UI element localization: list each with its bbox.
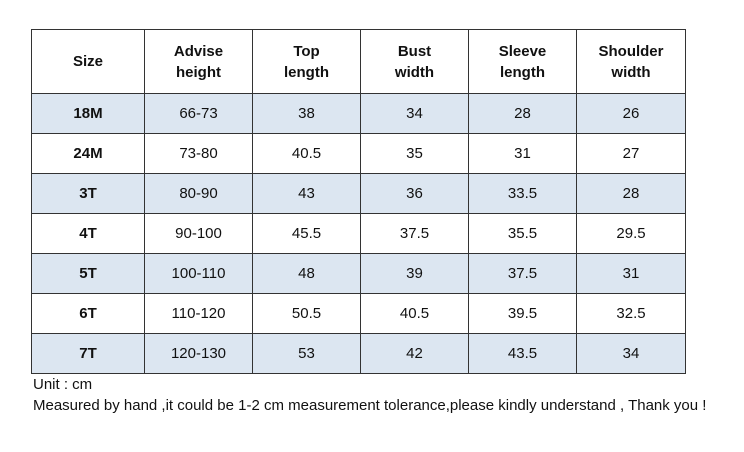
header-advise-height: Advise height xyxy=(144,29,253,94)
shoulder-width-cell: 31 xyxy=(576,253,686,294)
size-cell: 18M xyxy=(31,93,145,134)
bust-width-cell: 35 xyxy=(360,133,469,174)
size-cell: 7T xyxy=(31,333,145,374)
size-cell: 5T xyxy=(31,253,145,294)
shoulder-width-cell: 32.5 xyxy=(576,293,686,334)
size-cell: 3T xyxy=(31,173,145,214)
advise-height-cell: 120-130 xyxy=(144,333,253,374)
sleeve-length-cell: 39.5 xyxy=(468,293,577,334)
table-row: 24M 73-80 40.5 35 31 27 xyxy=(31,133,686,174)
sleeve-length-cell: 33.5 xyxy=(468,173,577,214)
table-row: 7T 120-130 53 42 43.5 34 xyxy=(31,333,686,374)
advise-height-cell: 110-120 xyxy=(144,293,253,334)
sleeve-length-cell: 35.5 xyxy=(468,213,577,254)
table-row: 18M 66-73 38 34 28 26 xyxy=(31,93,686,134)
shoulder-width-cell: 34 xyxy=(576,333,686,374)
header-top-length: Top length xyxy=(252,29,361,94)
shoulder-width-cell: 27 xyxy=(576,133,686,174)
advise-height-cell: 100-110 xyxy=(144,253,253,294)
size-cell: 6T xyxy=(31,293,145,334)
size-chart-table: Size Advise height Top length Bust width… xyxy=(31,29,686,374)
shoulder-width-cell: 29.5 xyxy=(576,213,686,254)
shoulder-width-cell: 26 xyxy=(576,93,686,134)
top-length-cell: 40.5 xyxy=(252,133,361,174)
top-length-cell: 53 xyxy=(252,333,361,374)
unit-note: Unit : cm xyxy=(33,376,93,393)
bust-width-cell: 40.5 xyxy=(360,293,469,334)
sleeve-length-cell: 43.5 xyxy=(468,333,577,374)
header-size: Size xyxy=(31,29,145,94)
sleeve-length-cell: 37.5 xyxy=(468,253,577,294)
notes: Unit : cm Measured by hand ,it could be … xyxy=(33,374,706,416)
size-cell: 4T xyxy=(31,213,145,254)
shoulder-width-cell: 28 xyxy=(576,173,686,214)
bust-width-cell: 39 xyxy=(360,253,469,294)
bust-width-cell: 34 xyxy=(360,93,469,134)
size-cell: 24M xyxy=(31,133,145,174)
advise-height-cell: 66-73 xyxy=(144,93,253,134)
advise-height-cell: 73-80 xyxy=(144,133,253,174)
header-shoulder-width: Shoulder width xyxy=(576,29,686,94)
table-row: 6T 110-120 50.5 40.5 39.5 32.5 xyxy=(31,293,686,334)
advise-height-cell: 80-90 xyxy=(144,173,253,214)
top-length-cell: 50.5 xyxy=(252,293,361,334)
top-length-cell: 38 xyxy=(252,93,361,134)
header-row: Size Advise height Top length Bust width… xyxy=(31,29,686,94)
table-row: 5T 100-110 48 39 37.5 31 xyxy=(31,253,686,294)
table-row: 3T 80-90 43 36 33.5 28 xyxy=(31,173,686,214)
header-bust-width: Bust width xyxy=(360,29,469,94)
advise-height-cell: 90-100 xyxy=(144,213,253,254)
bust-width-cell: 42 xyxy=(360,333,469,374)
top-length-cell: 45.5 xyxy=(252,213,361,254)
tolerance-note: Measured by hand ,it could be 1-2 cm mea… xyxy=(33,397,707,414)
bust-width-cell: 36 xyxy=(360,173,469,214)
sleeve-length-cell: 28 xyxy=(468,93,577,134)
bust-width-cell: 37.5 xyxy=(360,213,469,254)
top-length-cell: 48 xyxy=(252,253,361,294)
header-sleeve-length: Sleeve length xyxy=(468,29,577,94)
table-row: 4T 90-100 45.5 37.5 35.5 29.5 xyxy=(31,213,686,254)
top-length-cell: 43 xyxy=(252,173,361,214)
sleeve-length-cell: 31 xyxy=(468,133,577,174)
